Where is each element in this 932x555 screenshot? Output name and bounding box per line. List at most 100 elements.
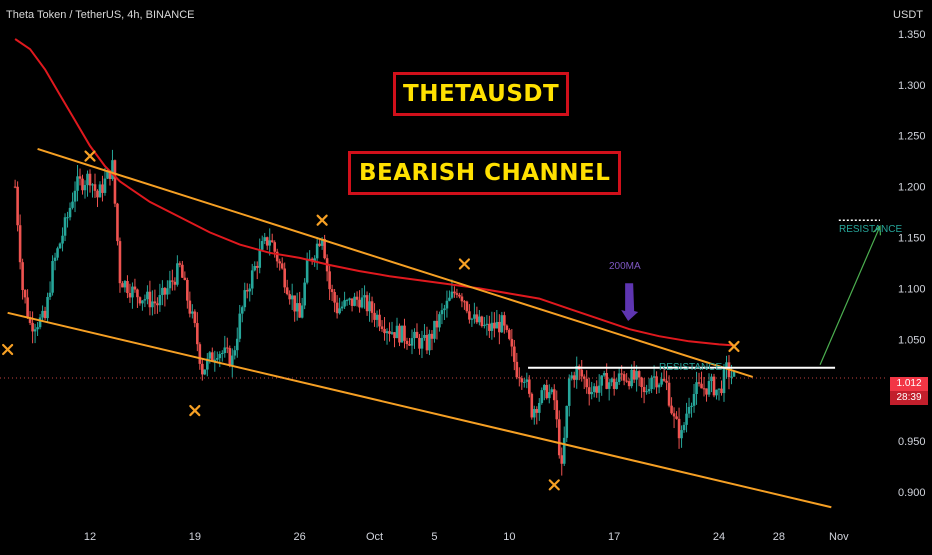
candle-body xyxy=(587,387,591,395)
candle-body xyxy=(53,257,57,262)
candle-body xyxy=(141,300,144,304)
candle-body xyxy=(275,251,279,262)
candle-body xyxy=(657,384,661,388)
current-price-badge: 1.012 xyxy=(890,377,928,391)
candle-body xyxy=(705,388,708,395)
pivot-marker xyxy=(84,150,96,162)
candle-body xyxy=(597,385,601,393)
x-tick-label: 24 xyxy=(713,531,725,543)
y-tick-label: 1.100 xyxy=(898,283,926,295)
candle-body xyxy=(121,283,124,288)
candle-body xyxy=(520,378,524,383)
candle-body xyxy=(615,381,618,389)
candle-body xyxy=(667,382,671,406)
candle-body xyxy=(188,300,192,314)
candle-body xyxy=(368,301,371,312)
candle-body xyxy=(225,347,229,349)
candle-body xyxy=(515,361,519,378)
candle-body xyxy=(240,307,244,314)
candle-body xyxy=(133,286,137,290)
candle-body xyxy=(632,369,636,380)
candle-body xyxy=(123,281,127,288)
candle-body xyxy=(570,375,574,379)
candle-body xyxy=(508,329,511,339)
candle-body xyxy=(48,292,52,297)
candle-body xyxy=(642,387,646,392)
candle-body xyxy=(468,311,471,320)
candle-body xyxy=(218,354,222,359)
breakout-arrow-head xyxy=(872,225,881,236)
candle-body xyxy=(78,176,82,179)
candle-body xyxy=(220,353,224,355)
candle-body xyxy=(196,323,199,345)
candle-body xyxy=(323,238,326,259)
candle-body xyxy=(547,392,551,399)
candle-body xyxy=(116,203,119,242)
candle-body xyxy=(176,263,179,285)
x-tick-label: 10 xyxy=(503,531,515,543)
candle-body xyxy=(320,238,324,246)
candle-body xyxy=(358,299,361,308)
candle-body xyxy=(725,362,728,369)
ma200-line xyxy=(14,38,735,347)
candle-body xyxy=(490,322,494,331)
candle-body xyxy=(537,403,541,413)
candle-body xyxy=(540,390,544,404)
candle-body xyxy=(433,320,436,339)
candle-body xyxy=(146,291,149,300)
candle-body xyxy=(143,299,147,301)
candle-body xyxy=(692,393,696,406)
candle-body xyxy=(580,369,584,377)
candle-body xyxy=(428,333,431,351)
candle-body xyxy=(250,270,254,289)
y-tick-label: 1.200 xyxy=(898,182,926,194)
candle-body xyxy=(23,290,27,298)
candle-body xyxy=(600,375,603,386)
candle-body xyxy=(263,237,267,242)
candle-body xyxy=(355,296,359,300)
candle-body xyxy=(557,419,561,456)
candle-body xyxy=(697,382,701,384)
candle-body xyxy=(313,258,316,261)
candle-body xyxy=(670,405,673,414)
candle-body xyxy=(285,287,289,295)
candle-body xyxy=(410,338,414,346)
candle-body xyxy=(498,321,501,333)
resistance-label-small: RESISTANCE xyxy=(659,362,722,373)
candle-body xyxy=(103,178,107,193)
pivot-marker xyxy=(2,343,14,356)
candle-body xyxy=(203,369,207,375)
candle-body xyxy=(458,294,461,297)
resistance-target-label: RESISTANCE xyxy=(839,224,902,235)
candle-body xyxy=(63,217,67,236)
candle-body xyxy=(148,291,152,308)
candle-body xyxy=(560,455,564,464)
x-tick-label: 17 xyxy=(608,531,620,543)
candle-body xyxy=(523,381,526,383)
candle-body xyxy=(435,320,439,328)
countdown-badge: 28:39 xyxy=(890,391,928,405)
candle-body xyxy=(682,424,686,431)
candle-body xyxy=(230,355,234,366)
candle-body xyxy=(455,293,459,295)
channel-upper-line xyxy=(37,147,754,378)
candle-body xyxy=(126,281,129,294)
candle-body xyxy=(303,282,306,306)
candle-body xyxy=(255,266,259,268)
candle-body xyxy=(350,298,354,306)
candle-body xyxy=(86,173,89,186)
candle-body xyxy=(572,375,576,380)
candle-body xyxy=(151,301,154,308)
candle-body xyxy=(280,263,284,269)
candle-body xyxy=(635,371,638,380)
candle-body xyxy=(617,373,621,382)
candle-body xyxy=(235,338,239,351)
candle-body xyxy=(715,389,718,396)
candle-body xyxy=(567,378,571,406)
candle-body xyxy=(163,287,167,295)
candle-body xyxy=(717,388,721,390)
candle-body xyxy=(363,295,366,298)
candle-body xyxy=(46,296,49,319)
candle-body xyxy=(56,248,59,258)
